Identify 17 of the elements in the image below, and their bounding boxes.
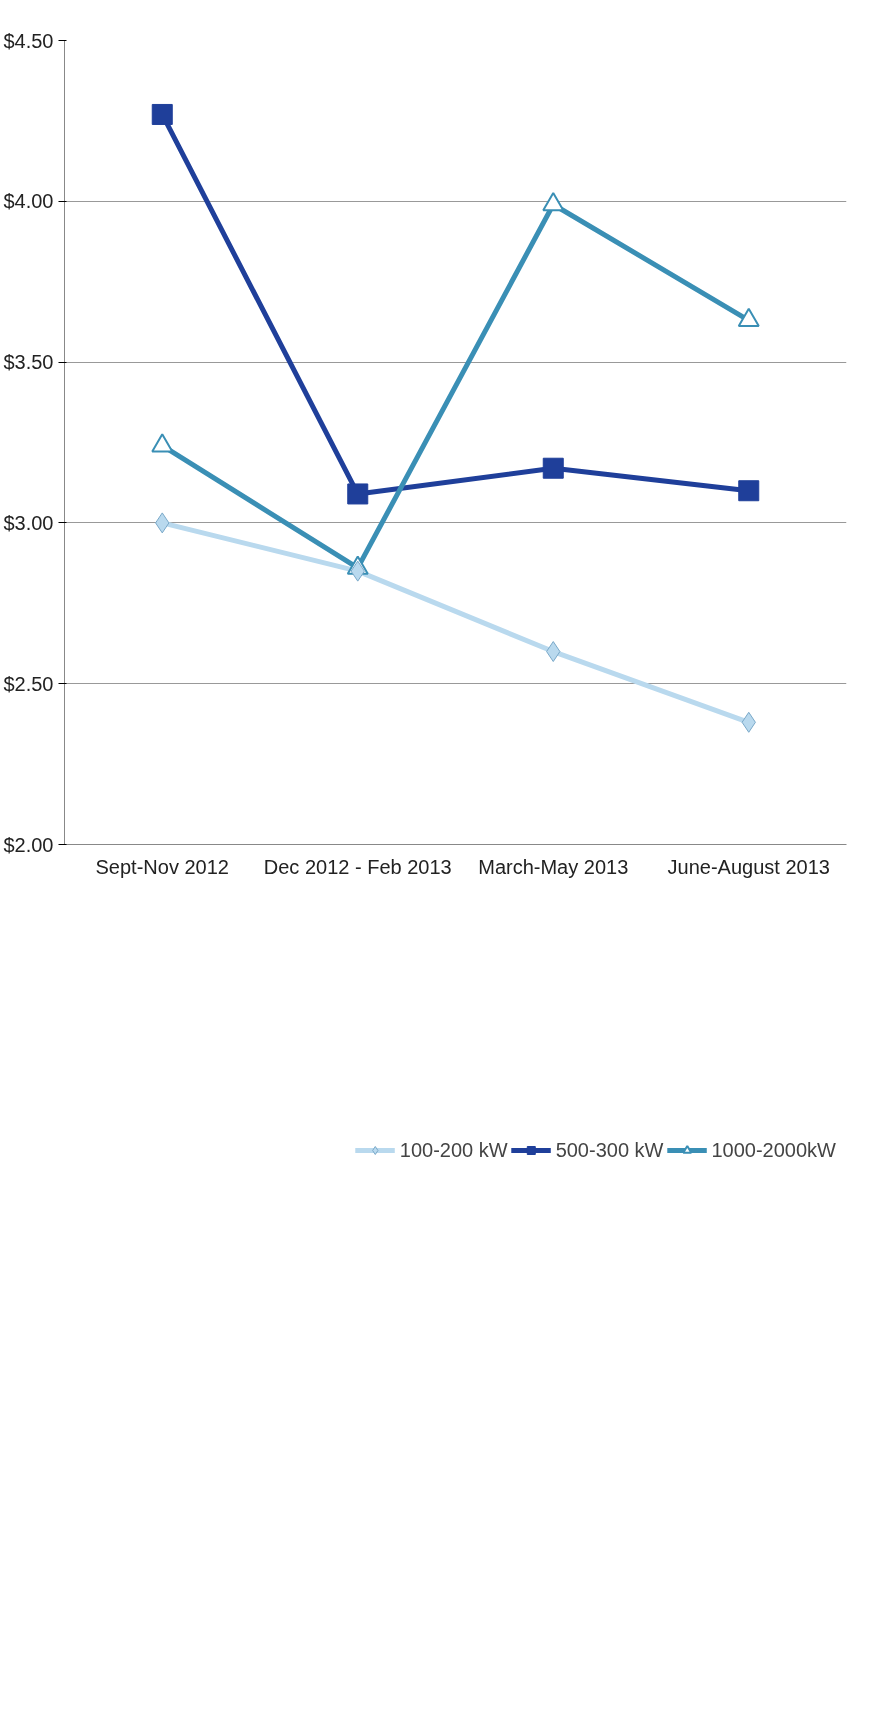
y-tick-label: $2.00: [3, 833, 54, 856]
y-tick-label: $3.50: [3, 351, 54, 374]
x-tick-label: Sept-Nov 2012: [95, 855, 229, 878]
y-tick-label: $4.00: [3, 190, 54, 213]
point: [151, 103, 173, 125]
y-tick-label: $2.50: [3, 672, 54, 695]
legend-label: 100-200 kW: [399, 1138, 508, 1162]
legend-label: 1000-2000kW: [711, 1138, 836, 1162]
point: [738, 480, 760, 502]
x-tick-label: June-August 2013: [667, 855, 830, 878]
point: [347, 483, 369, 505]
y-tick-label: $4.50: [3, 29, 54, 52]
legend-label: 500-300 kW: [555, 1138, 664, 1162]
x-tick-label: March-May 2013: [478, 855, 629, 878]
x-tick-label: Dec 2012 - Feb 2013: [263, 855, 452, 878]
y-tick-label: $3.00: [3, 511, 54, 534]
point: [542, 457, 564, 479]
